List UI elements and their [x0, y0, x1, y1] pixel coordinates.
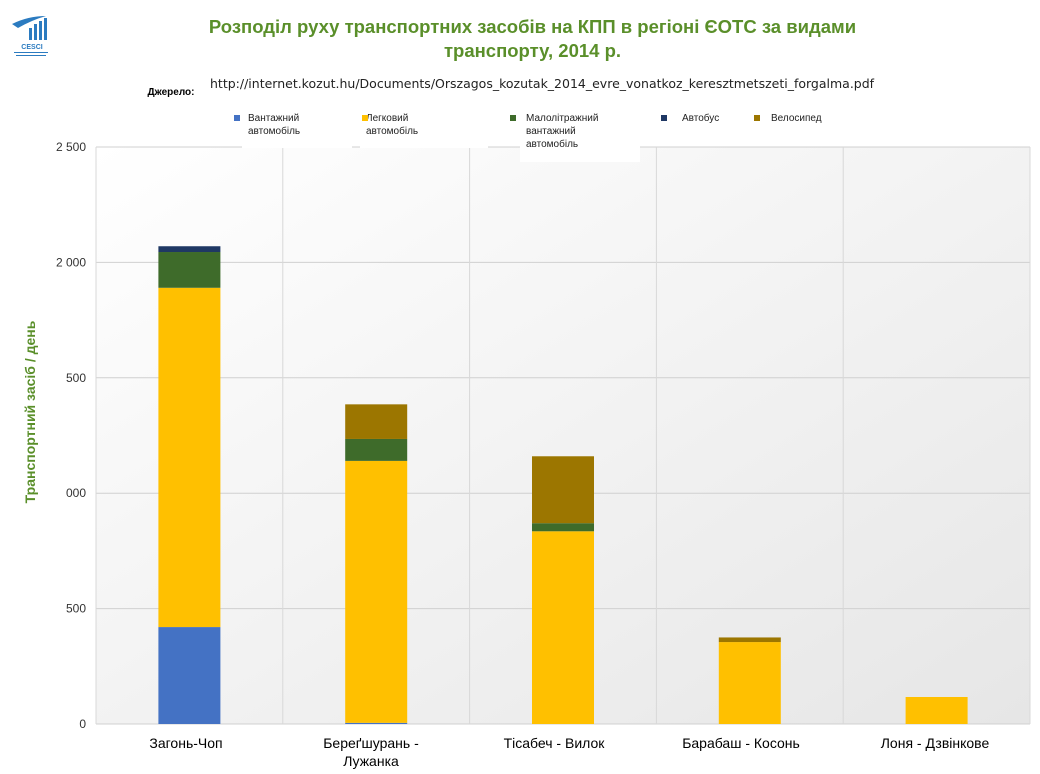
legend-item: Легковий автомобіль	[360, 108, 488, 148]
legend-label: автомобіль	[248, 126, 301, 137]
y-axis-label-box	[8, 285, 52, 540]
legend-label: Малолітражний	[526, 113, 599, 124]
x-tick-label-line: Барабаш - Косонь	[682, 735, 800, 751]
x-tick-label: Тісабеч - Вилок	[470, 728, 638, 768]
bar-segment	[158, 252, 221, 288]
bar-segment	[718, 637, 781, 643]
x-tick-label-line: Лоня - Дзвінкове	[880, 735, 990, 751]
legend-label: автомобіль	[526, 139, 579, 150]
bar-segment	[345, 722, 408, 724]
x-tick-label-line: Загонь-Чоп	[149, 735, 223, 751]
legend-label: Вантажний	[248, 113, 300, 124]
legend-item: Велосипед	[765, 108, 865, 134]
bar-segment	[158, 287, 221, 628]
legend-label: Автобус	[682, 113, 720, 124]
title-line-2: транспорту, 2014 р.	[443, 40, 622, 61]
legend-item: Вантажний автомобіль	[242, 108, 352, 148]
x-tick-label: Загонь-Чоп	[109, 728, 263, 762]
y-tick-label: 0	[79, 717, 86, 731]
x-tick-label: Барабаш - Косонь	[656, 728, 826, 768]
source-label: Джерело:	[132, 82, 210, 104]
bar-segment	[532, 531, 594, 724]
bar-segment	[718, 642, 781, 724]
x-tick-label-line: Береґшурань -	[323, 735, 419, 751]
legend-label: автомобіль	[366, 126, 419, 137]
legend-swatch	[754, 115, 760, 121]
x-tick-label: Лоня - Дзвінкове	[845, 728, 1025, 768]
legend-swatch	[362, 115, 368, 121]
bars	[158, 246, 968, 724]
x-tick-label-line: Лужанка	[343, 753, 399, 769]
y-axis-label: Транспортний засіб / день	[22, 320, 38, 504]
bar-segment	[345, 404, 408, 439]
y-axis: 0 500 000 500 2 000 2 500	[56, 140, 86, 731]
bar-segment	[532, 456, 594, 524]
y-tick-label: 500	[66, 371, 86, 385]
title-line-1: Розподіл руху транспортних засобів на КП…	[208, 16, 857, 37]
bar-segment	[345, 438, 408, 461]
y-tick-label: 2 500	[56, 140, 86, 154]
bar-segment	[905, 696, 968, 724]
bar-segment	[345, 460, 408, 723]
bar-segment	[158, 246, 221, 253]
legend-label: Велосипед	[771, 113, 822, 124]
legend-item: Автобус	[676, 108, 732, 134]
legend-swatch	[661, 115, 667, 121]
legend-swatch	[510, 115, 516, 121]
cesci-logo: CESCI	[10, 10, 50, 58]
legend-label: Легковий	[366, 113, 409, 124]
bar-segment	[532, 523, 594, 532]
y-tick-label: 500	[66, 602, 86, 616]
y-tick-label: 2 000	[56, 255, 86, 269]
x-tick-label: Береґшурань - Лужанка	[297, 728, 445, 772]
logo-text: CESCI	[21, 44, 42, 51]
legend-swatch	[234, 115, 240, 121]
x-tick-label-line: Тісабеч - Вилок	[503, 735, 605, 751]
source-url: http://internet.kozut.hu/Documents/Orsza…	[210, 76, 875, 91]
y-tick-label: 000	[66, 486, 86, 500]
bar-segment	[158, 627, 221, 724]
legend-label: вантажний	[526, 126, 576, 137]
legend-item: Малолітражний вантажний автомобіль	[520, 108, 640, 162]
chart-title: Розподіл руху транспортних засобів на КП…	[175, 15, 890, 73]
